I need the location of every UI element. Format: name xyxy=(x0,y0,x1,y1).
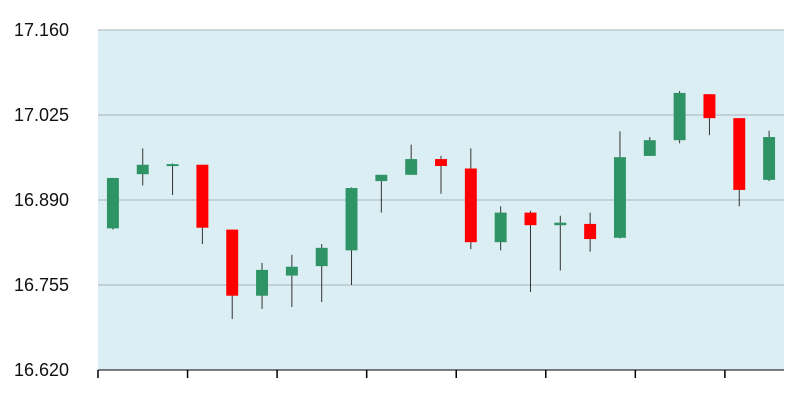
y-tick-label: 17.160 xyxy=(14,20,69,40)
candle-body-up xyxy=(613,157,626,238)
candle-body-up xyxy=(673,92,686,141)
candle-body-up xyxy=(345,188,358,251)
grid-lines xyxy=(98,29,784,371)
candle-body-down xyxy=(464,168,477,243)
candle-body-down xyxy=(524,212,537,226)
candle-body-up xyxy=(763,137,776,180)
y-tick-label: 16.620 xyxy=(14,360,69,380)
y-tick-label: 17.025 xyxy=(14,105,69,125)
y-tick-label: 16.755 xyxy=(14,275,69,295)
candle-body-up xyxy=(285,266,298,276)
candle-body-up xyxy=(494,212,507,243)
candle-body-up xyxy=(315,247,328,267)
candle-body-down xyxy=(584,223,597,240)
candle-body-up xyxy=(643,140,656,156)
candle-body-up xyxy=(405,159,418,175)
candle-body-up xyxy=(166,164,179,167)
y-axis-labels: 17.160 17.025 16.890 16.755 16.620 xyxy=(14,20,69,380)
candle-body-down xyxy=(435,159,447,166)
candles-group xyxy=(106,91,776,319)
candle-body-down xyxy=(196,164,209,228)
candle-body-down xyxy=(733,118,746,190)
candle-body-up xyxy=(375,174,388,182)
y-tick-label: 16.890 xyxy=(14,190,69,210)
candle-body-up xyxy=(106,177,119,229)
candle-body-up xyxy=(554,222,567,226)
candle-body-down xyxy=(703,94,716,119)
candle-body-down xyxy=(226,229,239,296)
candle-body-up xyxy=(136,164,149,175)
x-axis xyxy=(97,369,784,378)
candle-body-up xyxy=(256,269,269,296)
